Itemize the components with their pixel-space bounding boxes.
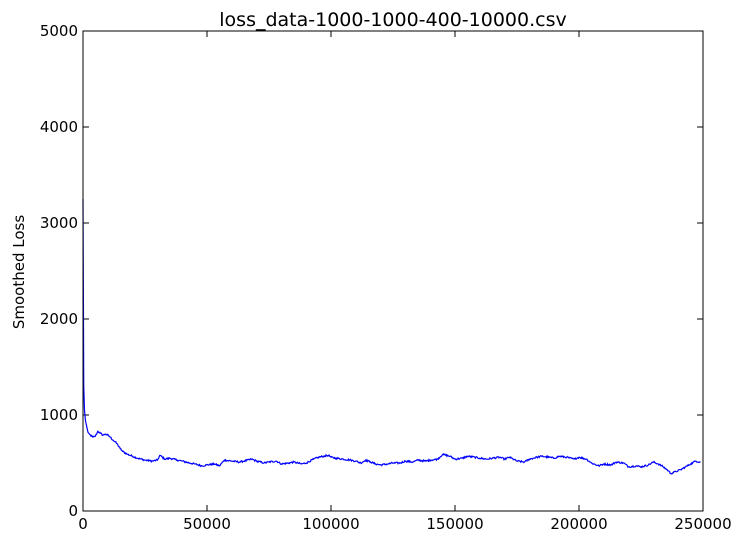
y-axis-label: Smoothed Loss [10, 215, 28, 329]
x-tick-label: 150000 [426, 515, 483, 533]
x-tick-label: 50000 [183, 515, 231, 533]
chart-title: loss_data-1000-1000-400-10000.csv [219, 9, 566, 31]
x-tick-label: 200000 [550, 515, 607, 533]
y-tick-label: 3000 [40, 214, 78, 232]
series-layer [82, 198, 701, 475]
y-tick-label: 0 [68, 502, 78, 520]
y-tick-label: 5000 [40, 22, 78, 40]
y-tick-label: 4000 [40, 118, 78, 136]
y-tick-label: 1000 [40, 406, 78, 424]
x-tick-label: 100000 [302, 515, 359, 533]
axis-ticks: 0 50000 100000 150000 200000 250000 0 1000 2000 3… [40, 22, 732, 533]
x-tick-label: 250000 [674, 515, 731, 533]
plot-frame [82, 30, 704, 512]
y-tick-label: 2000 [40, 310, 78, 328]
x-tick-label: 0 [78, 515, 88, 533]
series-line [82, 198, 701, 475]
